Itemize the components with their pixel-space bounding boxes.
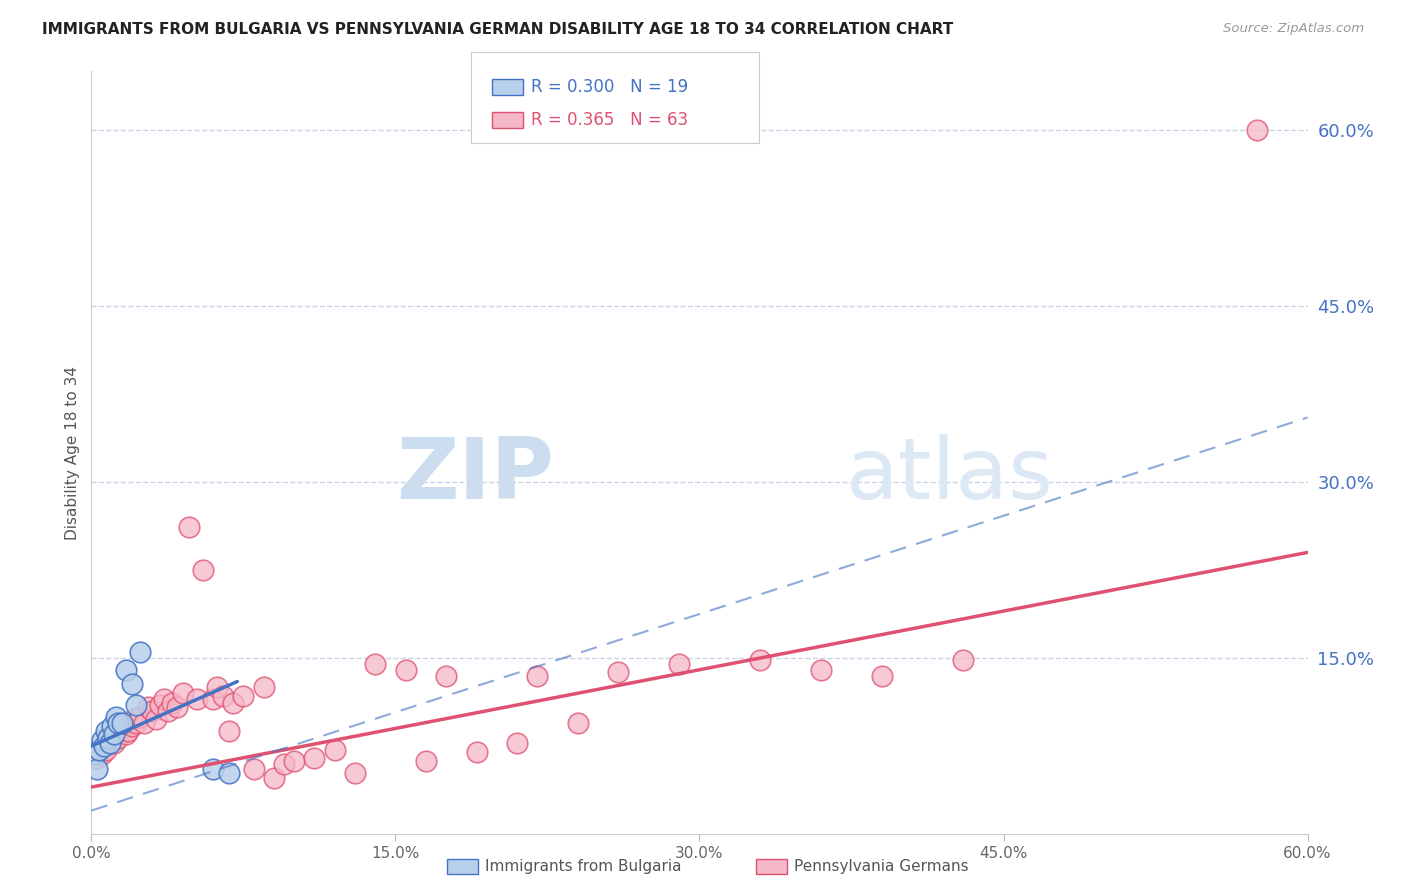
Text: Immigrants from Bulgaria: Immigrants from Bulgaria	[485, 859, 682, 874]
Point	[104, 727, 127, 741]
Text: ZIP: ZIP	[396, 434, 554, 517]
Point	[177, 519, 200, 533]
Point	[121, 677, 143, 691]
Point	[157, 704, 180, 718]
Text: R = 0.300   N = 19: R = 0.300 N = 19	[531, 78, 689, 96]
Point	[567, 715, 589, 730]
Point	[97, 731, 120, 745]
Point	[506, 735, 529, 749]
Point	[668, 657, 690, 671]
Y-axis label: Disability Age 18 to 34: Disability Age 18 to 34	[65, 366, 80, 540]
Point	[115, 663, 138, 677]
Point	[394, 663, 416, 677]
Point	[172, 686, 194, 700]
Text: R = 0.365   N = 63: R = 0.365 N = 63	[531, 112, 689, 129]
Point	[952, 653, 974, 667]
Point	[90, 733, 112, 747]
Point	[162, 696, 184, 710]
Point	[253, 681, 276, 695]
Point	[94, 723, 117, 738]
Point	[136, 700, 159, 714]
Point	[149, 698, 172, 712]
Point	[121, 719, 143, 733]
Point	[202, 692, 225, 706]
Point	[98, 733, 121, 747]
Point	[141, 704, 163, 718]
Point	[202, 763, 225, 777]
Point	[108, 722, 131, 736]
Point	[132, 715, 155, 730]
Point	[145, 712, 167, 726]
Point	[112, 719, 135, 733]
Point	[94, 742, 117, 756]
Point	[90, 747, 112, 762]
Point	[191, 563, 214, 577]
Point	[125, 715, 148, 730]
Point	[283, 754, 305, 768]
Point	[125, 698, 148, 712]
Point	[103, 735, 125, 749]
Point	[153, 692, 176, 706]
Point	[111, 715, 134, 730]
Point	[118, 715, 141, 730]
Point	[115, 727, 138, 741]
Point	[273, 756, 295, 771]
Point	[129, 645, 152, 659]
Point	[465, 745, 488, 759]
Point	[93, 739, 115, 753]
Point	[263, 771, 285, 785]
Text: IMMIGRANTS FROM BULGARIA VS PENNSYLVANIA GERMAN DISABILITY AGE 18 TO 34 CORRELAT: IMMIGRANTS FROM BULGARIA VS PENNSYLVANIA…	[42, 22, 953, 37]
Point	[166, 700, 188, 714]
Point	[304, 750, 326, 764]
Point	[129, 709, 152, 723]
Point	[810, 663, 832, 677]
Point	[103, 727, 125, 741]
Point	[364, 657, 387, 671]
Point	[205, 681, 228, 695]
Point	[232, 689, 254, 703]
Point	[242, 763, 264, 777]
Point	[1246, 123, 1268, 137]
Point	[107, 715, 129, 730]
Point	[89, 742, 111, 756]
Point	[218, 723, 240, 738]
Point	[415, 754, 437, 768]
Point	[117, 723, 139, 738]
Point	[86, 763, 108, 777]
Point	[97, 735, 120, 749]
Point	[86, 750, 108, 764]
Point	[93, 739, 115, 753]
Point	[343, 766, 366, 780]
Point	[526, 668, 548, 682]
Point	[749, 653, 772, 667]
Point	[89, 742, 111, 756]
Point	[870, 668, 893, 682]
Point	[100, 731, 122, 745]
Point	[98, 735, 121, 749]
Point	[104, 709, 127, 723]
Point	[434, 668, 457, 682]
Point	[323, 742, 346, 756]
Point	[607, 665, 630, 679]
Text: Source: ZipAtlas.com: Source: ZipAtlas.com	[1223, 22, 1364, 36]
Point	[218, 766, 240, 780]
Point	[100, 719, 122, 733]
Point	[222, 696, 245, 710]
Point	[122, 712, 145, 726]
Point	[107, 731, 129, 745]
Text: atlas: atlas	[845, 434, 1053, 517]
Point	[111, 723, 134, 738]
Text: Pennsylvania Germans: Pennsylvania Germans	[794, 859, 969, 874]
Point	[186, 692, 208, 706]
Point	[212, 689, 235, 703]
Point	[84, 747, 107, 762]
